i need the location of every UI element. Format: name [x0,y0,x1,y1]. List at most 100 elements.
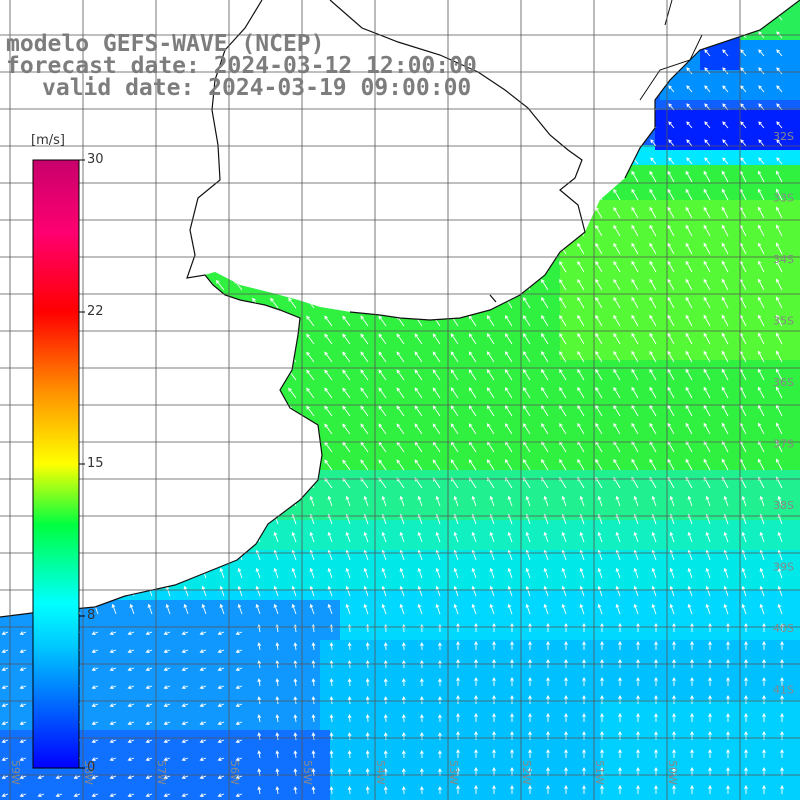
wind-arrow [270,423,279,435]
colorbar-unit: [m/s] [31,133,65,148]
wind-arrow [91,721,99,725]
wind-arrow [721,386,729,399]
wind-arrow [324,9,333,21]
wind-arrow [401,786,406,795]
wind-arrow [199,793,207,797]
wind-arrow [345,603,351,615]
wind-arrow [672,731,676,740]
wind-arrow [252,207,261,219]
wind-arrow [649,296,657,309]
wind-arrow [378,387,387,399]
wind-arrow [613,188,621,201]
wind-arrow [541,314,549,327]
wind-arrow [523,225,531,237]
wind-arrow [492,677,496,686]
wind-arrow [414,225,423,237]
wind-arrow [234,423,243,435]
wind-arrow [73,775,81,779]
wind-arrow [775,260,783,273]
wind-arrow [541,152,549,165]
wind-arrow [649,368,657,381]
wind-arrow [414,351,423,363]
wind-arrow [125,298,135,309]
wind-arrow [435,585,441,597]
wind-arrow [486,333,495,345]
wind-arrow [270,135,279,147]
wind-arrow [257,642,262,651]
wind-arrow [613,44,621,57]
wind-arrow [435,567,441,579]
wind-arrow [1,631,9,635]
wind-arrow [275,732,280,741]
wind-arrow [161,208,171,219]
wind-arrow [582,749,586,758]
wind-arrow [721,296,729,309]
wind-arrow [474,677,478,686]
wind-arrow [179,117,189,129]
wind-arrow [1,703,9,707]
wind-arrow [235,649,243,653]
wind-arrow [125,262,135,273]
colorbar-tick-label: 15 [87,456,104,471]
wind-arrow [270,153,279,165]
wind-arrow [510,623,514,632]
wind-arrow [541,170,549,183]
wind-arrow [432,135,441,147]
wind-arrow [759,603,765,615]
wind-arrow [107,406,117,417]
wind-arrow [89,10,99,21]
wind-arrow [685,242,693,255]
wind-arrow [143,244,153,255]
wind-arrow [143,316,153,327]
wind-arrow [486,81,495,93]
wind-arrow [453,567,459,579]
wind-arrow [780,749,784,758]
wind-arrow [600,731,604,740]
wind-arrow [486,459,495,471]
wind-arrow [37,775,45,779]
wind-arrow [740,13,747,21]
wind-arrow [744,641,748,650]
wind-arrow [179,459,189,471]
wind-arrow [722,49,729,57]
wind-arrow [396,387,405,399]
wind-arrow [686,67,693,75]
wind-arrow [347,660,352,669]
wind-arrow [89,370,99,381]
wind-arrow [757,440,765,453]
wind-arrow [613,116,621,129]
wind-arrow [145,739,153,743]
wind-arrow [559,350,567,363]
wind-arrow [600,641,604,650]
wind-arrow [270,387,279,399]
wind-arrow [111,585,117,597]
wind-arrow [577,386,585,399]
wind-arrow [252,171,261,183]
wind-arrow [486,9,495,21]
wind-arrow [595,134,603,147]
wind-arrow [450,207,459,219]
wind-arrow [275,678,280,687]
wind-arrow [523,369,531,381]
wind-arrow [0,82,9,93]
wind-arrow [726,641,730,650]
wind-arrow [564,785,568,794]
wind-arrow [217,667,225,671]
wind-arrow [528,749,532,758]
wind-arrow [432,117,441,129]
wind-arrow [383,678,388,687]
wind-arrow [541,404,549,417]
wind-arrow [197,405,207,417]
wind-arrow [129,549,135,561]
wind-arrow [654,695,658,704]
wind-arrow [777,567,783,579]
wind-arrow [327,495,333,507]
wind-arrow [342,225,351,237]
wind-arrow [417,603,423,615]
wind-arrow [631,458,639,471]
wind-arrow [129,531,135,543]
wind-arrow [726,677,730,686]
wind-arrow [0,226,9,237]
wind-arrow [19,667,27,671]
wind-arrow [89,136,99,147]
